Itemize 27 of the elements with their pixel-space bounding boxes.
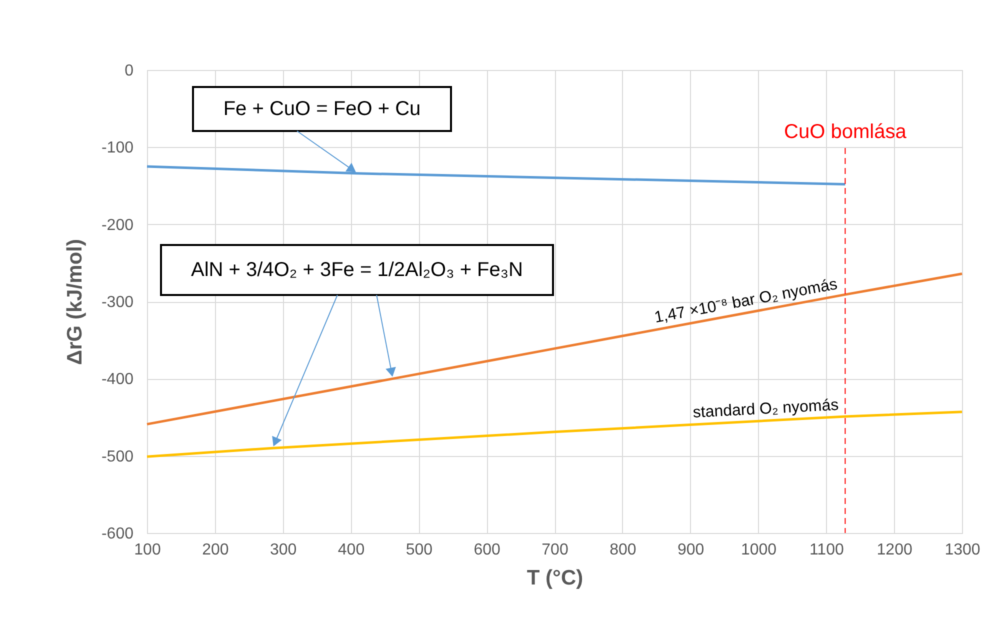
x-tick-label: 100 (134, 542, 161, 558)
x-tick-label: 1200 (876, 542, 912, 558)
x-axis-title: T (°C) (526, 566, 584, 590)
x-tick-label: 500 (406, 542, 433, 558)
x-tick-label: 1300 (944, 542, 980, 558)
x-tick-label: 700 (542, 542, 568, 558)
y-tick-label: -100 (101, 140, 134, 157)
x-tick-label: 1100 (809, 542, 844, 558)
x-tick-label: 400 (338, 542, 365, 558)
x-tick-label: 600 (474, 542, 501, 558)
y-tick-label: -500 (101, 448, 134, 466)
y-tick-label: -400 (101, 371, 134, 388)
annotation: Fe + CuO = FeO + Cu (223, 98, 421, 120)
y-tick-label: -600 (101, 526, 134, 542)
x-tick-label: 200 (202, 542, 229, 558)
y-tick-label: 0 (124, 62, 134, 80)
y-tick-label: -300 (101, 294, 134, 311)
x-tick-label: 1000 (740, 542, 777, 558)
ref-line-label: CuO bomlása (784, 121, 908, 143)
x-tick-label: 900 (677, 542, 704, 558)
text: 1,47 ×10⁻⁸ bar O₂ nyomás (653, 276, 839, 327)
x-tick-label: 300 (270, 542, 297, 558)
x-tick-label: 800 (610, 542, 636, 558)
y-tick-label: -200 (101, 216, 134, 234)
y-axis-title: ΔrG (kJ/mol) (63, 239, 86, 365)
annotation: AlN + 3/4O₂ + 3Fe = 1/2Al₂O₃ + Fe₃N (191, 259, 523, 281)
series-label: standard O₂ nyomás (692, 396, 840, 422)
